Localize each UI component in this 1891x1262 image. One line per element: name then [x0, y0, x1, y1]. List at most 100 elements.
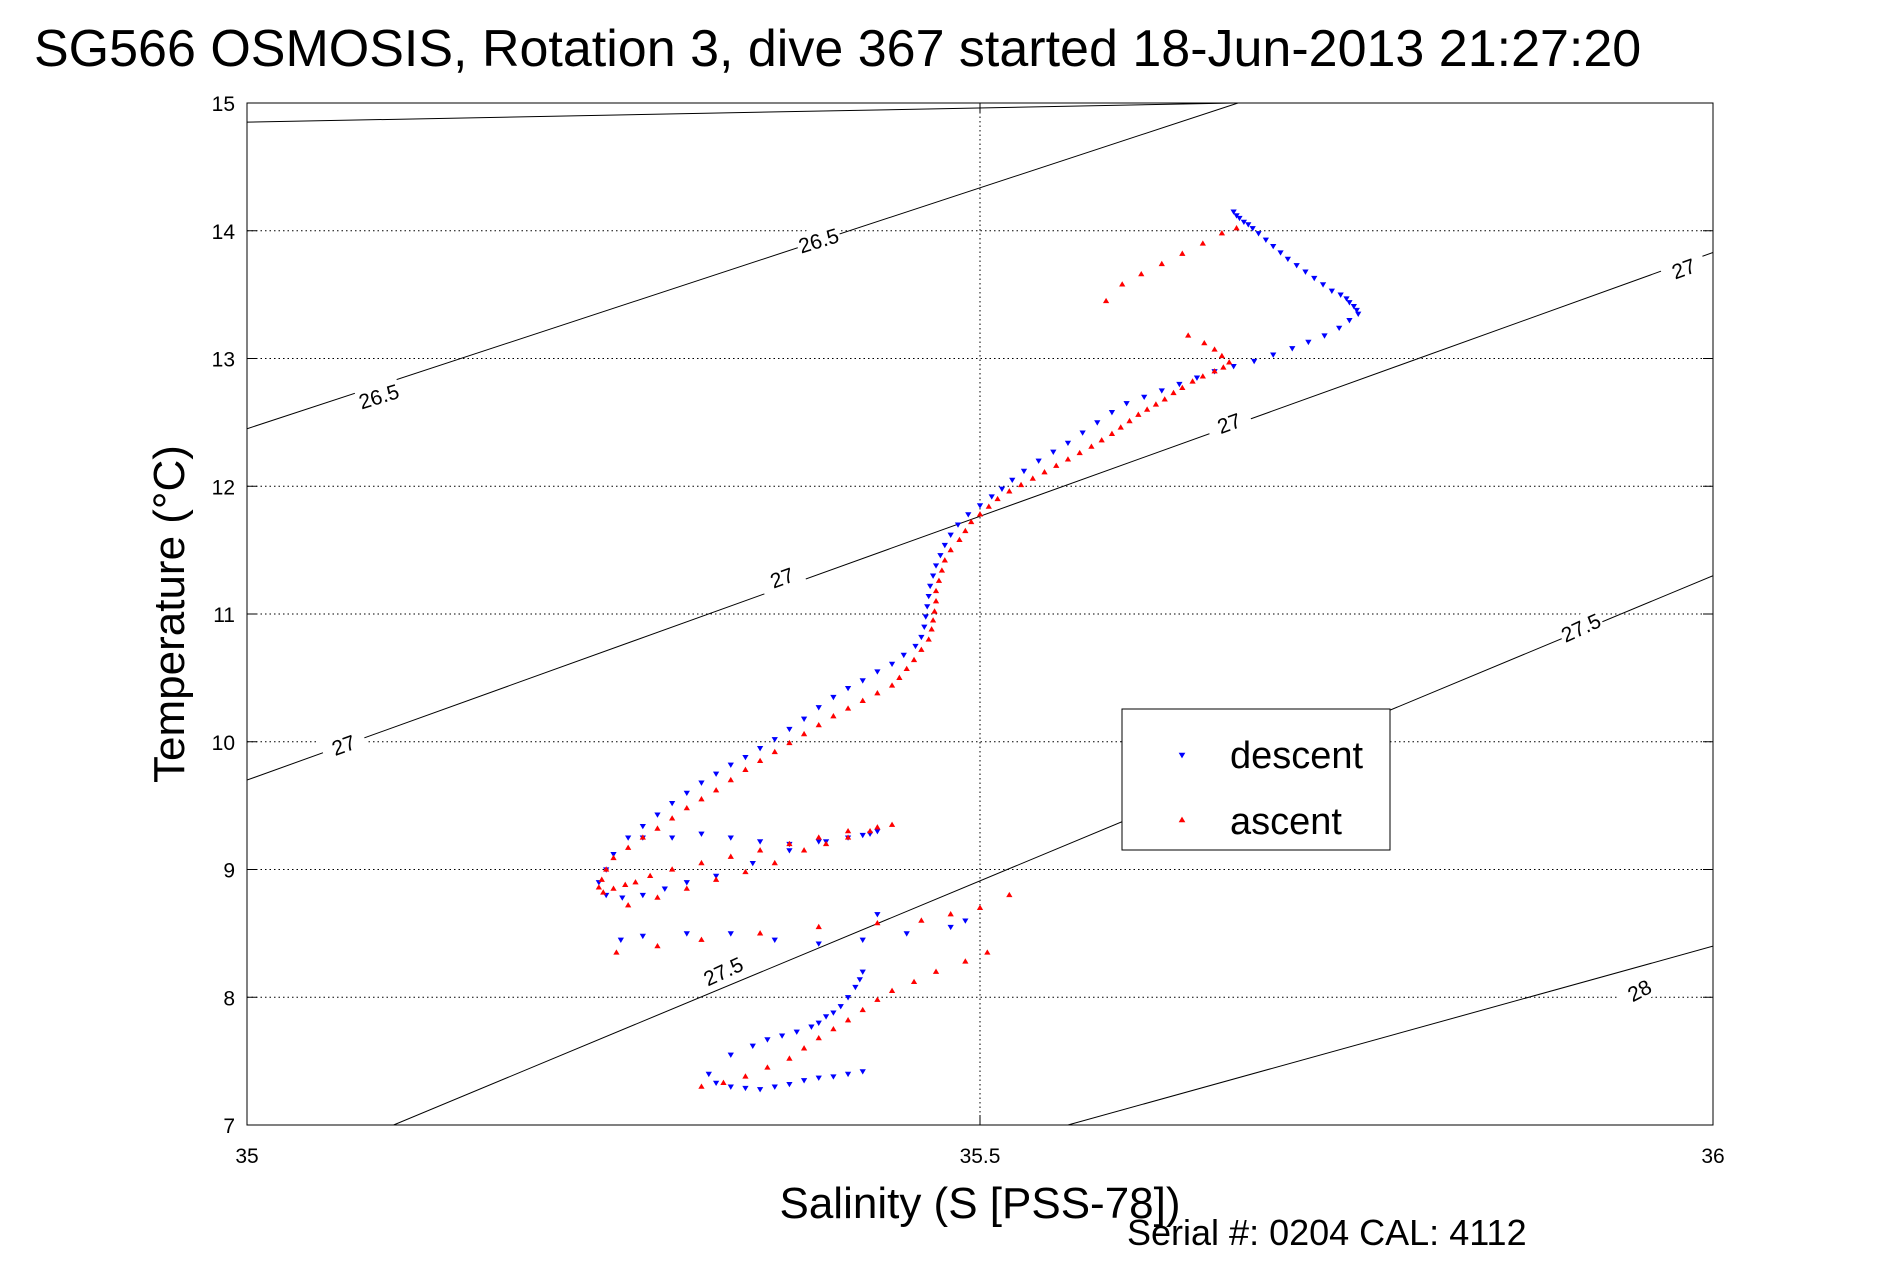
- data-point-descent: [800, 716, 808, 722]
- data-point-ascent: [830, 1025, 837, 1032]
- contour-label-group: 27.5: [1555, 606, 1606, 648]
- data-point-ascent: [1119, 281, 1126, 287]
- data-point-ascent: [874, 996, 881, 1002]
- data-point-descent: [793, 1029, 800, 1035]
- data-point-ascent: [1102, 297, 1110, 304]
- data-point-descent: [1336, 325, 1343, 332]
- data-point-ascent: [1211, 346, 1218, 352]
- data-point-ascent: [756, 930, 764, 936]
- data-point-ascent: [595, 884, 602, 890]
- contour-label-group: 27.5: [698, 950, 749, 991]
- contour-label-group: 26.5: [793, 222, 843, 258]
- contour-label-group: 27: [756, 558, 807, 597]
- data-point-descent: [998, 486, 1006, 492]
- data-point-ascent: [1179, 250, 1186, 256]
- data-point-ascent: [888, 682, 896, 688]
- data-point-descent: [837, 1004, 844, 1010]
- data-point-ascent: [910, 978, 918, 985]
- data-point-ascent: [938, 567, 946, 573]
- data-point-descent: [888, 661, 896, 668]
- isopycnal-line: [247, 103, 1236, 123]
- y-tick-label: 11: [213, 604, 235, 627]
- data-point-descent: [1249, 226, 1256, 232]
- data-point-descent: [900, 652, 907, 659]
- y-tick-label: 13: [212, 349, 235, 372]
- data-point-ascent: [888, 987, 896, 993]
- data-point-ascent: [800, 1045, 808, 1051]
- data-point-descent: [1343, 296, 1350, 302]
- isopycnal-line: [247, 103, 1239, 430]
- data-point-ascent: [786, 840, 793, 847]
- data-point-descent: [874, 669, 881, 675]
- data-point-descent: [712, 873, 720, 880]
- legend-box: [1121, 708, 1391, 851]
- data-point-descent: [727, 931, 734, 937]
- data-point-ascent: [815, 834, 822, 840]
- data-point-ascent: [1064, 456, 1072, 462]
- data-point-ascent: [903, 665, 910, 672]
- data-point-descent: [756, 839, 764, 845]
- data-point-ascent: [929, 617, 937, 623]
- data-point-descent: [822, 1014, 830, 1020]
- data-point-descent: [1094, 420, 1101, 426]
- chart-title: SG566 OSMOSIS, Rotation 3, dive 367 star…: [34, 20, 1641, 78]
- data-point-ascent: [947, 911, 954, 917]
- x-tick-label: 36: [1701, 1145, 1724, 1168]
- data-point-descent: [1321, 333, 1328, 339]
- data-point-ascent: [976, 904, 984, 910]
- data-point-descent: [1270, 243, 1277, 250]
- data-point-ascent: [603, 866, 610, 872]
- serial-footnote: Serial #: 0204 CAL: 4112: [1127, 1212, 1527, 1253]
- data-point-descent: [859, 969, 866, 975]
- data-point-ascent: [844, 705, 852, 711]
- data-point-ascent: [932, 587, 940, 594]
- data-point-ascent: [712, 787, 720, 793]
- data-point-descent: [654, 812, 661, 818]
- data-point-ascent: [720, 1079, 727, 1085]
- data-point-descent: [1176, 381, 1183, 388]
- data-point-descent: [1230, 364, 1237, 370]
- data-point-descent: [1319, 282, 1327, 288]
- data-point-descent: [859, 832, 866, 839]
- data-point-ascent: [756, 757, 764, 764]
- data-point-descent: [1353, 307, 1360, 314]
- data-point-descent: [786, 1082, 793, 1088]
- data-point-ascent: [1220, 364, 1227, 370]
- data-point-ascent: [932, 598, 940, 604]
- data-point-descent: [800, 1078, 808, 1084]
- data-point-ascent: [756, 847, 764, 853]
- data-point-descent: [962, 918, 969, 924]
- data-point-ascent: [610, 854, 617, 861]
- data-point-descent: [1289, 346, 1296, 352]
- legend-marker-descent: [1178, 752, 1186, 759]
- data-point-ascent: [742, 766, 749, 772]
- data-point-ascent: [654, 942, 661, 949]
- data-point-ascent: [683, 885, 690, 891]
- data-point-ascent: [844, 1017, 852, 1023]
- data-point-ascent: [859, 697, 866, 703]
- data-point-descent: [778, 1033, 786, 1039]
- data-point-ascent: [647, 872, 654, 879]
- data-point-ascent: [994, 495, 1001, 502]
- data-point-descent: [1277, 250, 1284, 256]
- data-point-descent: [947, 924, 954, 931]
- data-point-descent: [976, 503, 984, 509]
- data-point-descent: [941, 542, 948, 549]
- data-point-ascent: [600, 889, 607, 895]
- data-point-ascent: [1053, 462, 1060, 468]
- data-point-ascent: [888, 821, 896, 827]
- y-tick-label: 9: [223, 860, 235, 883]
- data-point-ascent: [874, 824, 881, 830]
- data-point-descent: [727, 762, 734, 768]
- data-point-descent: [1284, 256, 1291, 263]
- contour-label-bg: [1658, 249, 1709, 287]
- contour-label: 26.5: [356, 380, 402, 414]
- data-point-ascent: [1006, 891, 1013, 898]
- data-point-descent: [742, 754, 749, 761]
- data-point-descent: [844, 995, 852, 1001]
- data-point-descent: [1050, 449, 1057, 455]
- data-point-ascent: [625, 844, 632, 850]
- contour-label-bg: [318, 725, 369, 764]
- data-point-descent: [1108, 410, 1116, 416]
